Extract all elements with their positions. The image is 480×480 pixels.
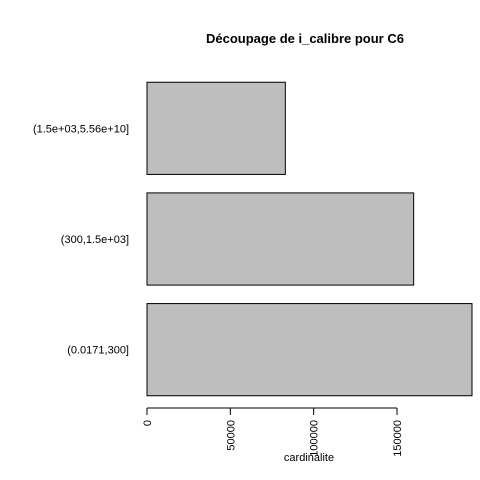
x-tick-label-1: 50000 [225, 420, 237, 451]
x-tick-label-2: 100000 [309, 420, 321, 457]
bars-group [146, 81, 473, 397]
bar-0 [146, 303, 473, 397]
category-labels: (0.0171,300] (300,1.5e+03] (1.5e+03,5.56e+… [33, 123, 129, 356]
x-tick-label-3: 150000 [392, 420, 404, 457]
category-label-2: (1.5e+03,5.56e+10] [33, 123, 129, 135]
bar-2 [146, 81, 286, 175]
x-axis: 0 50000 100000 150000 [142, 407, 404, 457]
x-axis-label: cardinalite [284, 452, 334, 464]
x-tick-label-0: 0 [142, 420, 154, 426]
chart-title: Découpage de i_calibre pour C6 [206, 31, 404, 46]
category-label-0: (0.0171,300] [67, 345, 129, 357]
bar-1 [146, 192, 415, 286]
category-label-1: (300,1.5e+03] [61, 234, 129, 246]
